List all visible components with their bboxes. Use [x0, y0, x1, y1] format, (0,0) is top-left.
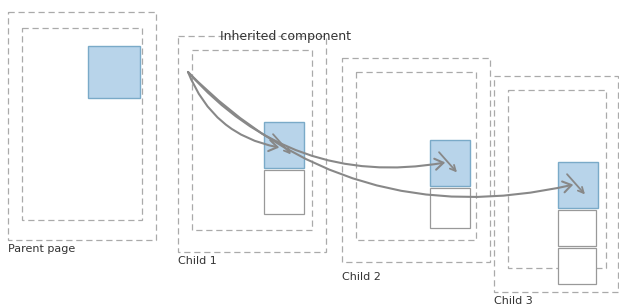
Bar: [8, 12, 156, 240]
Bar: [508, 90, 606, 268]
Text: Parent page: Parent page: [8, 244, 76, 254]
Bar: [558, 248, 596, 284]
Bar: [558, 210, 596, 246]
FancyArrowPatch shape: [188, 72, 277, 151]
Bar: [264, 170, 304, 214]
Text: Child 3: Child 3: [494, 296, 533, 304]
Bar: [88, 46, 140, 98]
Text: Inherited component: Inherited component: [220, 30, 351, 43]
Bar: [192, 50, 312, 230]
FancyArrowPatch shape: [188, 72, 571, 197]
Text: Child 1: Child 1: [178, 256, 217, 266]
Bar: [430, 140, 470, 186]
Bar: [178, 36, 326, 252]
Bar: [430, 188, 470, 228]
Bar: [494, 76, 618, 292]
Bar: [558, 162, 598, 208]
Bar: [342, 58, 490, 262]
Text: Child 2: Child 2: [342, 272, 381, 282]
Bar: [264, 122, 304, 168]
Bar: [356, 72, 476, 240]
Bar: [22, 28, 142, 220]
FancyArrowPatch shape: [188, 72, 443, 170]
